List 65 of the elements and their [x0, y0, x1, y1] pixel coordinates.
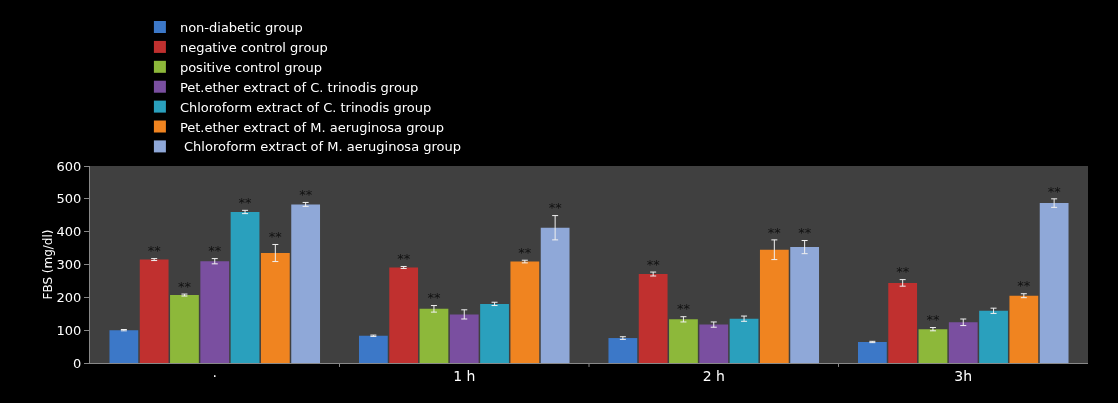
- y-tick-label: 100: [56, 322, 82, 338]
- y-tick-label: 400: [56, 224, 82, 240]
- bar: [109, 330, 139, 363]
- bar: [669, 319, 698, 363]
- data-label: **: [147, 243, 162, 259]
- bar: [260, 253, 290, 363]
- bar: [857, 341, 887, 363]
- bar: [540, 227, 570, 363]
- bar: [358, 335, 388, 363]
- bar: [1009, 295, 1039, 363]
- y-tick-label: 500: [56, 191, 82, 207]
- legend-label: positive control group: [179, 59, 322, 75]
- data-label: **: [208, 243, 222, 259]
- data-label: **: [646, 256, 661, 272]
- data-label: **: [767, 224, 782, 240]
- bar: [480, 303, 509, 363]
- data-label: **: [1017, 278, 1031, 294]
- data-label: **: [798, 225, 812, 241]
- bar: [729, 318, 759, 363]
- bar: [449, 314, 479, 363]
- y-tick-label: 200: [56, 289, 82, 305]
- data-label: **: [299, 187, 313, 203]
- bar: [759, 249, 789, 363]
- data-label: **: [177, 278, 192, 294]
- bar: [790, 247, 820, 363]
- bar: [389, 267, 419, 363]
- data-label: **: [268, 229, 283, 245]
- x-tick-label: 2 h: [702, 367, 725, 384]
- bar: [948, 322, 978, 363]
- data-label: **: [676, 301, 691, 317]
- legend-label: negative control group: [179, 39, 328, 55]
- data-label: **: [427, 290, 441, 306]
- bar: [139, 259, 169, 363]
- bar: [608, 338, 638, 363]
- data-label: **: [1047, 183, 1062, 199]
- bar: [291, 204, 321, 363]
- data-label: **: [926, 312, 940, 328]
- data-label: **: [397, 251, 411, 267]
- bar: [510, 261, 540, 363]
- y-axis-title: FBS (mg/dl): [40, 229, 55, 300]
- y-tick-label: 300: [56, 257, 82, 273]
- y-tick-label: 0: [73, 355, 82, 371]
- bar: [419, 308, 449, 363]
- legend-label: Pet.ether extract of M. aeruginosa group: [179, 119, 444, 135]
- y-tick-label: 600: [56, 158, 82, 174]
- legend-label: Pet.ether extract of C. trinodis group: [179, 79, 419, 95]
- bar: [200, 261, 230, 363]
- bar: [888, 282, 918, 363]
- x-tick-label: 3h: [954, 367, 973, 384]
- x-tick-label: ·: [212, 367, 217, 384]
- legend-label: Chloroform extract of M. aeruginosa group: [179, 139, 461, 155]
- bar: [918, 329, 948, 363]
- bar: [699, 324, 729, 363]
- data-label: **: [238, 195, 253, 211]
- data-label: **: [896, 264, 910, 280]
- bar: [1039, 203, 1069, 363]
- bar: [638, 274, 668, 363]
- legend-label: Chloroform extract of C. trinodis group: [179, 99, 432, 115]
- legend-label: non-diabetic group: [179, 20, 303, 36]
- data-label: **: [548, 200, 563, 216]
- bar: [979, 310, 1008, 363]
- x-tick-label: 1 h: [453, 367, 476, 384]
- bar: [230, 211, 260, 363]
- data-label: **: [518, 244, 532, 260]
- bar: [170, 295, 199, 363]
